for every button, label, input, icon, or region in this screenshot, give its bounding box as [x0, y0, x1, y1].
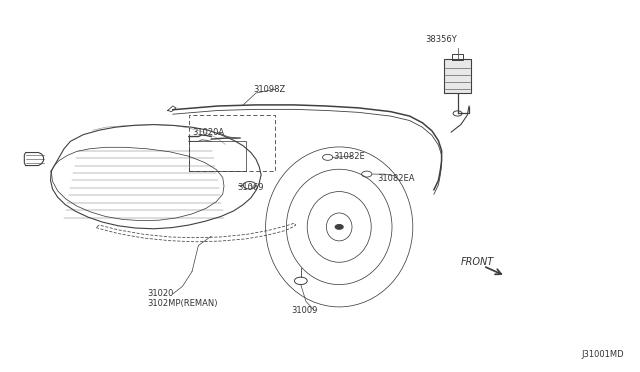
Text: 31069: 31069	[237, 183, 263, 192]
Text: 31009: 31009	[291, 306, 317, 315]
Text: J31001MD: J31001MD	[581, 350, 624, 359]
FancyBboxPatch shape	[444, 59, 471, 93]
Circle shape	[335, 225, 343, 229]
Text: 31020: 31020	[147, 289, 173, 298]
Text: 31082E: 31082E	[333, 152, 365, 161]
Text: FRONT: FRONT	[461, 257, 494, 267]
Text: 38356Y: 38356Y	[426, 35, 458, 44]
Text: 31098Z: 31098Z	[253, 85, 285, 94]
Text: 3102MP(REMAN): 3102MP(REMAN)	[147, 299, 218, 308]
Text: 31020A: 31020A	[192, 128, 224, 137]
Text: 31082EA: 31082EA	[378, 174, 415, 183]
